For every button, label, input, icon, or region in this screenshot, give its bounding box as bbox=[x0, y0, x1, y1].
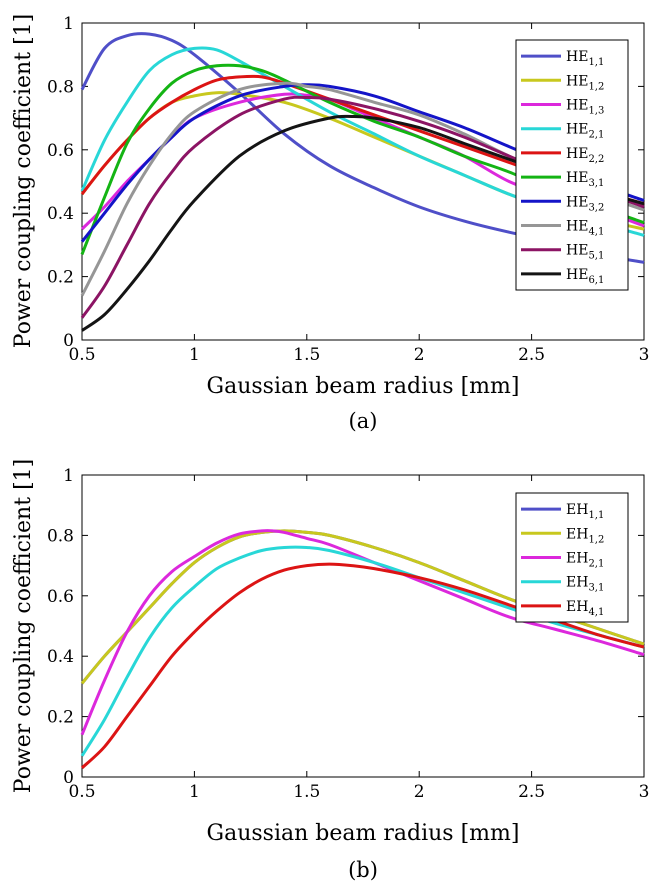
x-tick-label: 2.5 bbox=[518, 345, 545, 365]
y-tick-label: 0.6 bbox=[47, 587, 74, 607]
legend-label-base: HE bbox=[566, 122, 588, 138]
legend-label-subscript: 1,1 bbox=[588, 510, 604, 521]
y-tick-label: 0 bbox=[63, 331, 74, 351]
panel-caption: (a) bbox=[349, 409, 378, 433]
x-axis-label: Gaussian beam radius [mm] bbox=[207, 374, 520, 399]
x-tick-label: 1 bbox=[189, 345, 200, 365]
legend-label: EH3,1 bbox=[566, 575, 604, 594]
legend-label-subscript: 2,1 bbox=[588, 559, 604, 570]
legend-label-subscript: 3,1 bbox=[588, 178, 604, 189]
y-tick-label: 1 bbox=[63, 14, 74, 34]
x-tick-label: 3 bbox=[639, 345, 650, 365]
legend-label-subscript: 4,1 bbox=[588, 607, 604, 618]
legend-label-subscript: 1,1 bbox=[588, 57, 604, 68]
legend-label: EH4,1 bbox=[566, 599, 604, 618]
tick-labels: 0.5 1 1.5 2 2.5 3 0 0.2 0.4 0.6 0.8 1 bbox=[47, 14, 649, 365]
y-tick-label: 0.8 bbox=[47, 526, 74, 546]
legend-label-base: HE bbox=[566, 73, 588, 89]
x-tick-label: 0.5 bbox=[68, 782, 95, 802]
legend-label: HE1,2 bbox=[566, 73, 604, 92]
legend-label-subscript: 6,1 bbox=[588, 275, 604, 286]
series-line-eh-4-1 bbox=[80, 562, 645, 770]
chart-panel-a: 0.5 1 1.5 2 2.5 3 0 0.2 0.4 0.6 0.8 1 Gaussian beam… bbox=[11, 14, 649, 433]
y-tick-label: 0.6 bbox=[47, 141, 74, 161]
legend-label-subscript: 2,2 bbox=[588, 154, 604, 165]
legend-label-base: EH bbox=[566, 526, 588, 542]
legend-label: HE2,2 bbox=[566, 146, 604, 165]
series-line-he-2-2 bbox=[80, 74, 645, 206]
series-line-eh-2-1 bbox=[80, 529, 645, 736]
series-line-he-3-1 bbox=[80, 63, 645, 255]
legend-label-base: EH bbox=[566, 575, 588, 591]
y-axis-label: Power coupling coefficient [1] bbox=[11, 459, 36, 793]
legend-label-subscript: 1,2 bbox=[588, 534, 604, 545]
x-tick-label: 1.5 bbox=[293, 345, 320, 365]
panel-caption: (b) bbox=[348, 858, 378, 882]
legend-label-subscript: 4,1 bbox=[588, 227, 604, 238]
legend-label-subscript: 5,1 bbox=[588, 251, 604, 262]
legend-label-subscript: 2,1 bbox=[588, 130, 604, 141]
legend-label-base: HE bbox=[566, 194, 588, 210]
legend-label-base: HE bbox=[566, 170, 588, 186]
y-tick-label: 0.8 bbox=[47, 77, 74, 97]
plot-area-frame bbox=[81, 22, 645, 341]
y-tick-label: 0.4 bbox=[47, 204, 74, 224]
legend-label: HE3,2 bbox=[566, 194, 604, 213]
x-tick-label: 2.5 bbox=[518, 782, 545, 802]
legend-label: HE5,1 bbox=[566, 243, 604, 262]
legend-label-base: HE bbox=[566, 267, 588, 283]
y-tick-label: 0.2 bbox=[47, 268, 74, 288]
legend-label: HE2,1 bbox=[566, 122, 604, 141]
legend-label-subscript: 3,1 bbox=[588, 583, 604, 594]
legend-label: EH1,1 bbox=[566, 502, 604, 521]
chart-panel-b: 0.5 1 1.5 2 2.5 3 0 0.2 0.4 0.6 0.8 1 Gaussian beam… bbox=[11, 459, 649, 882]
legend-label-subscript: 3,2 bbox=[588, 202, 604, 213]
legend-label-base: EH bbox=[566, 599, 588, 615]
legend-label: EH1,2 bbox=[566, 526, 604, 545]
legend-label-base: HE bbox=[566, 243, 588, 259]
legend-label: HE6,1 bbox=[566, 267, 604, 286]
y-tick-label: 0.4 bbox=[47, 647, 74, 667]
x-tick-label: 2 bbox=[414, 782, 425, 802]
legend-label: HE4,1 bbox=[566, 219, 604, 238]
legend-label-base: HE bbox=[566, 219, 588, 235]
legend-label: HE3,1 bbox=[566, 170, 604, 189]
legend-label: EH2,1 bbox=[566, 551, 604, 570]
x-tick-label: 1 bbox=[189, 782, 200, 802]
legend: HE1,1HE1,2HE1,3HE2,1HE2,2HE3,1HE3,2HE4,1… bbox=[515, 39, 629, 291]
x-tick-label: 1.5 bbox=[293, 782, 320, 802]
legend-label: HE1,3 bbox=[566, 98, 604, 117]
series-lines bbox=[80, 529, 645, 770]
y-tick-label: 1 bbox=[63, 466, 74, 486]
legend-label-subscript: 1,3 bbox=[588, 106, 604, 117]
legend-label-base: HE bbox=[566, 146, 588, 162]
legend-label-base: EH bbox=[566, 502, 588, 518]
y-tick-label: 0.2 bbox=[47, 708, 74, 728]
y-axis-label: Power coupling coefficient [1] bbox=[11, 14, 36, 348]
tick-labels: 0.5 1 1.5 2 2.5 3 0 0.2 0.4 0.6 0.8 1 bbox=[47, 466, 649, 802]
legend-label: HE1,1 bbox=[566, 49, 604, 68]
x-tick-label: 2 bbox=[414, 345, 425, 365]
legend-label-base: HE bbox=[566, 98, 588, 114]
x-axis-label: Gaussian beam radius [mm] bbox=[207, 821, 520, 846]
y-tick-label: 0 bbox=[63, 768, 74, 788]
plot-area-frame bbox=[81, 474, 645, 778]
x-tick-label: 0.5 bbox=[68, 345, 95, 365]
legend-label-base: HE bbox=[566, 49, 588, 65]
tick-marks bbox=[81, 474, 645, 778]
legend-label-base: EH bbox=[566, 551, 588, 567]
legend-label-subscript: 1,2 bbox=[588, 81, 604, 92]
x-tick-label: 3 bbox=[639, 782, 650, 802]
series-line-eh-3-1 bbox=[80, 545, 645, 757]
